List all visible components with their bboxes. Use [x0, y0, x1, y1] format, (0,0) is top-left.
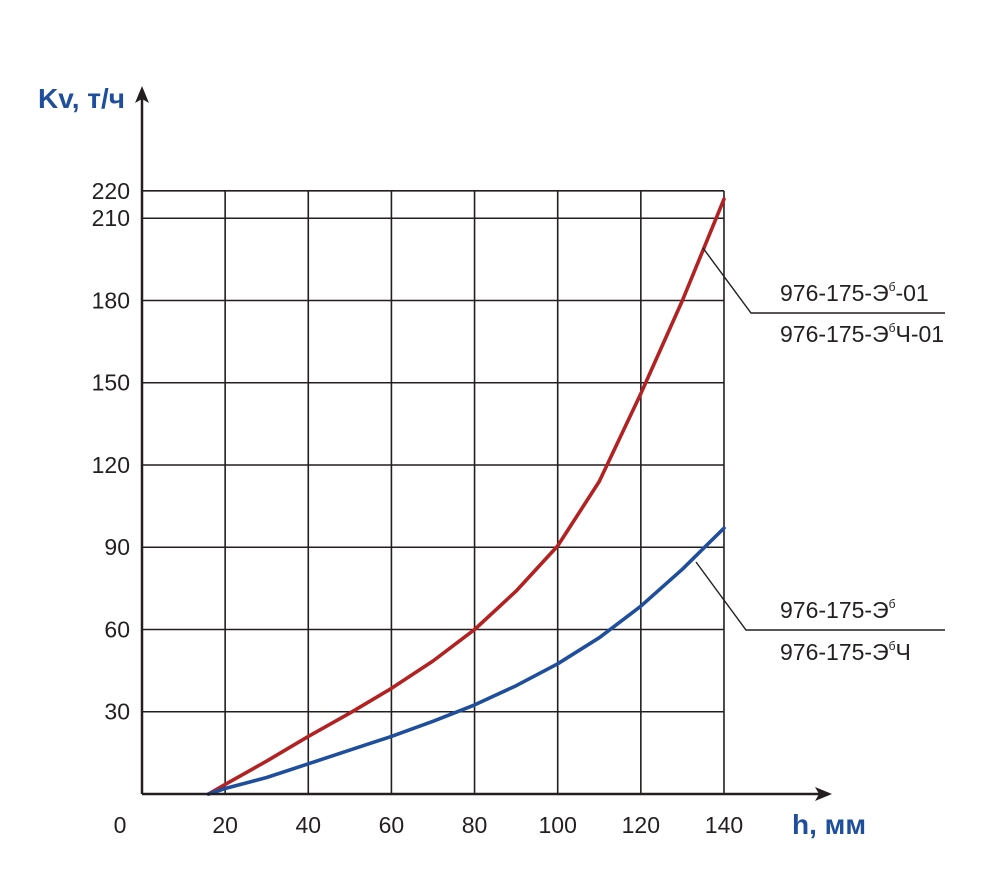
- y-tick-label: 90: [104, 534, 130, 560]
- series-line-lower: [206, 526, 726, 796]
- axes: [135, 86, 832, 801]
- legend-label-upper-2: 976-175-ЭбЧ-01: [780, 321, 944, 347]
- x-tick-label: 100: [539, 812, 577, 838]
- y-tick-label: 220: [92, 178, 130, 204]
- series-layer: [206, 197, 726, 796]
- legend: 976-175-Эб-01 976-175-ЭбЧ-01 976-175-Эб 976…: [695, 247, 945, 665]
- x-tick-label: 140: [705, 812, 743, 838]
- legend-label-lower-1: 976-175-Эб: [780, 597, 896, 623]
- y-tick-label: 60: [104, 616, 130, 642]
- x-tick-label: 20: [212, 812, 238, 838]
- y-axis-arrow: [135, 86, 149, 103]
- x-tick-label: 80: [462, 812, 488, 838]
- x-tick-label: 120: [622, 812, 660, 838]
- legend-leader-lower: [695, 561, 945, 631]
- x-axis-label: h, мм: [792, 809, 866, 840]
- y-tick-label: 150: [92, 370, 130, 396]
- y-tick-label: 210: [92, 205, 130, 231]
- x-tick-label: 40: [295, 812, 321, 838]
- x-axis-arrow: [815, 787, 832, 801]
- legend-label-lower-2: 976-175-ЭбЧ: [780, 639, 911, 665]
- origin-label: 0: [114, 812, 127, 838]
- y-tick-label: 180: [92, 287, 130, 313]
- y-tick-label: 120: [92, 452, 130, 478]
- legend-label-upper-1: 976-175-Эб-01: [780, 280, 929, 306]
- series-line-upper: [206, 197, 726, 796]
- grid: [142, 190, 725, 794]
- y-axis-label: Kv, т/ч: [38, 83, 125, 114]
- y-tick-label: 30: [104, 699, 130, 725]
- legend-leader-upper: [702, 247, 945, 314]
- x-tick-label: 60: [379, 812, 405, 838]
